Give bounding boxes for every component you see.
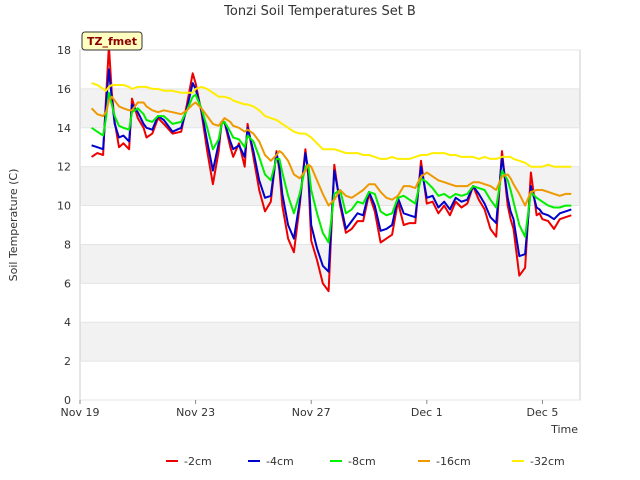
y-tick-label: 16 [57, 83, 71, 96]
y-tick-label: 12 [57, 161, 71, 174]
legend-label--8cm: -8cm [348, 455, 376, 468]
legend-label--2cm: -2cm [184, 455, 212, 468]
y-tick-label: 14 [57, 122, 71, 135]
legend-label--32cm: -32cm [530, 455, 565, 468]
y-tick-label: 2 [64, 355, 71, 368]
y-tick-label: 0 [64, 394, 71, 407]
x-tick-label: Dec 1 [411, 406, 443, 419]
legend: -2cm -4cm -8cm -16cm -32cm [166, 455, 565, 468]
series-lines [90, 45, 572, 293]
y-tick-label: 10 [57, 200, 71, 213]
x-axis-label: Time [550, 423, 578, 436]
series-line--4cm [91, 68, 572, 273]
chart-title: Tonzi Soil Temperatures Set B [223, 4, 416, 19]
y-tick-label: 4 [64, 316, 71, 329]
plot-band [80, 127, 580, 167]
y-axis: 0 2 4 6 8 10 12 14 16 18 [57, 44, 580, 407]
x-tick-label: Nov 19 [61, 406, 100, 419]
x-tick-label: Nov 23 [176, 406, 215, 419]
badge-label: TZ_fmet [87, 35, 137, 48]
series-line--32cm [91, 82, 572, 168]
tz-fmet-badge: TZ_fmet [81, 31, 143, 51]
legend-label--4cm: -4cm [266, 455, 294, 468]
y-tick-label: 8 [64, 238, 71, 251]
plot-band [80, 361, 580, 400]
y-axis-label: Soil Temperature (C) [7, 169, 20, 282]
series-line--16cm [90, 95, 572, 207]
plot-band [80, 88, 580, 128]
plot-band [80, 283, 580, 323]
x-tick-label: Nov 27 [292, 406, 331, 419]
legend-label--16cm: -16cm [436, 455, 471, 468]
badge-box [81, 31, 143, 51]
x-tick-label: Dec 5 [527, 406, 559, 419]
x-axis: Nov 19 Nov 23 Nov 27 Dec 1 Dec 5 [61, 400, 559, 419]
series-line--8cm [91, 91, 572, 244]
plot-band [80, 50, 580, 89]
y-tick-label: 18 [57, 44, 71, 57]
y-tick-label: 6 [64, 277, 71, 290]
series-line--2cm [91, 45, 572, 293]
plot-band [80, 322, 580, 362]
